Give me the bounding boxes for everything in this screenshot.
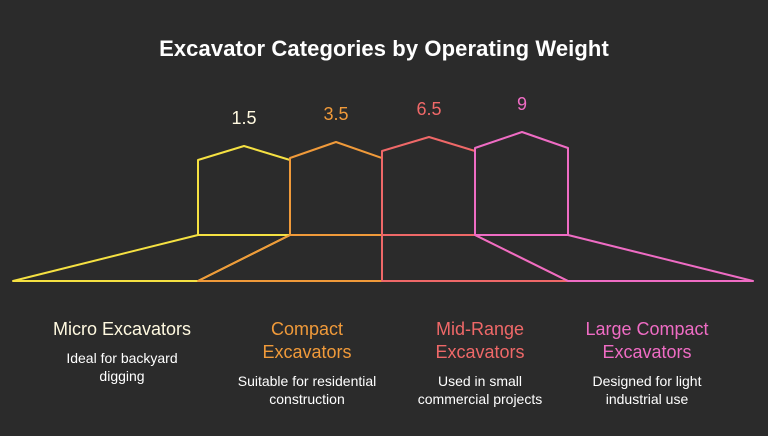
category-description-mid-range: Used in small commercial projects — [417, 373, 543, 407]
base-trapezoid-compact — [197, 234, 383, 282]
category-name-large: Large Compact Excavators — [585, 319, 709, 362]
house-outline-large — [474, 131, 569, 235]
value-label-mid-range: 6.5 — [416, 99, 441, 119]
house-shape-compact — [197, 141, 383, 282]
value-label-large: 9 — [517, 94, 527, 114]
house-outline-micro — [197, 145, 291, 235]
base-trapezoid-mid-range — [381, 234, 569, 282]
category-name-micro: Micro Excavators — [52, 319, 192, 339]
category-name-compact: Compact Excavators — [262, 319, 352, 362]
category-description-micro: Ideal for backyard digging — [66, 350, 178, 384]
category-description-large: Designed for light industrial use — [592, 373, 702, 407]
category-description-compact: Suitable for residential construction — [237, 373, 377, 407]
house-shape-micro — [12, 145, 291, 282]
category-large: Large Compact Excavators Designed for li… — [547, 318, 747, 408]
category-compact: Compact Excavators Suitable for resident… — [207, 318, 407, 408]
house-outline-mid-range — [381, 136, 476, 235]
base-trapezoid-micro — [12, 234, 291, 282]
category-micro: Micro Excavators Ideal for backyard digg… — [22, 318, 222, 385]
house-outline-compact — [289, 141, 383, 235]
base-trapezoid-large — [474, 234, 754, 282]
category-name-mid-range: Mid-Range Excavators — [435, 319, 525, 362]
value-label-compact: 3.5 — [323, 104, 348, 124]
diagram-title: Excavator Categories by Operating Weight — [159, 36, 609, 61]
house-shape-large — [474, 131, 754, 282]
value-label-micro: 1.5 — [231, 108, 256, 128]
category-mid-range: Mid-Range Excavators Used in small comme… — [380, 318, 580, 408]
